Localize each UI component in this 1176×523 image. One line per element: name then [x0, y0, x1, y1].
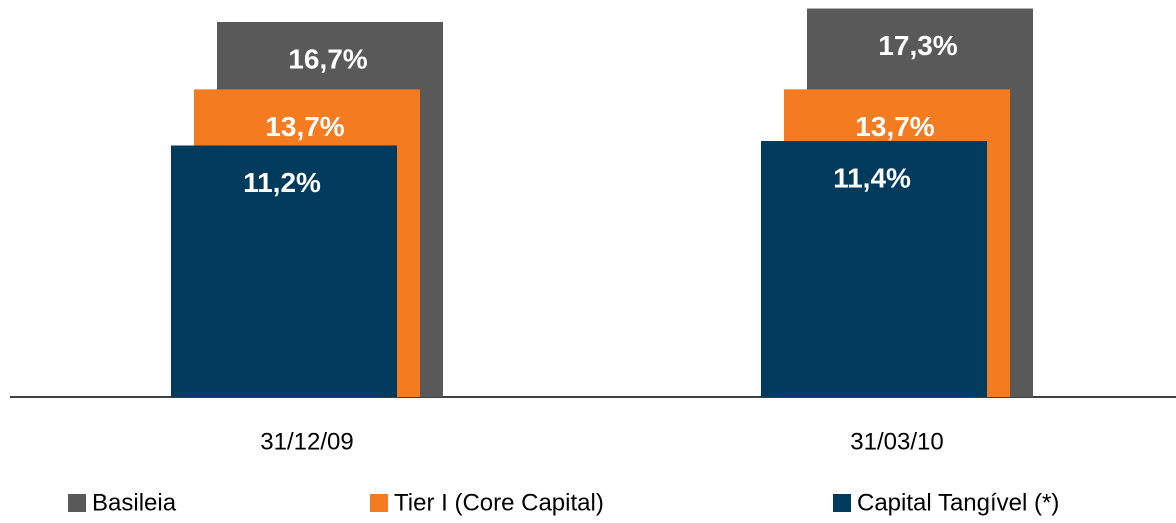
x-tick-label: 31/12/09 [260, 428, 353, 455]
legend-swatch [68, 494, 86, 512]
value-label: 16,7% [288, 43, 367, 74]
x-tick-label: 31/03/10 [850, 428, 943, 455]
value-label: 11,4% [833, 162, 911, 193]
legend-swatch [833, 494, 851, 512]
bar [761, 141, 987, 397]
legend-label: Basileia [92, 489, 177, 516]
value-label: 17,3% [878, 30, 957, 61]
legend-swatch [370, 494, 388, 512]
value-label: 13,7% [265, 111, 344, 142]
value-label: 13,7% [855, 111, 934, 142]
legend-label: Tier I (Core Capital) [394, 489, 604, 516]
bar [171, 145, 397, 397]
legend-label: Capital Tangível (*) [857, 489, 1059, 516]
value-label: 11,2% [243, 167, 321, 198]
